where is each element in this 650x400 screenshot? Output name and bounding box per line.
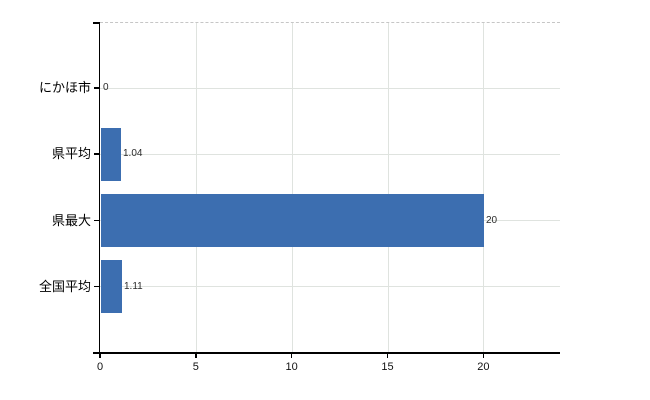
x-axis-tick	[99, 353, 101, 358]
y-axis-tick	[94, 153, 100, 155]
horizontal-gridline	[100, 286, 560, 288]
x-axis-tick	[386, 353, 389, 358]
category-label: 県平均	[51, 146, 91, 162]
x-tick-label: 5	[192, 361, 199, 373]
horizontal-gridline	[100, 87, 560, 89]
plot-top-border	[100, 22, 560, 23]
category-label: にかほ市	[38, 80, 91, 96]
value-label: 1.11	[124, 280, 143, 292]
category-label: 県最大	[51, 212, 91, 228]
vertical-gridline	[195, 22, 197, 353]
y-axis-tick	[94, 87, 100, 89]
value-label: 20	[486, 214, 498, 226]
bar	[101, 194, 484, 248]
x-axis-tick	[195, 353, 197, 358]
y-axis-line	[98, 22, 100, 354]
value-label: 0	[103, 82, 109, 94]
y-axis-tick	[94, 285, 100, 288]
y-axis-tick	[94, 219, 100, 222]
vertical-gridline	[291, 22, 293, 353]
y-axis-top-tick	[93, 22, 99, 24]
value-label: 1.04	[123, 148, 143, 160]
x-axis-line	[93, 352, 560, 354]
horizontal-gridline	[100, 153, 560, 155]
x-axis-tick	[290, 353, 293, 358]
vertical-gridline	[483, 22, 485, 353]
bar	[101, 260, 122, 314]
category-label: 全国平均	[38, 278, 91, 294]
x-tick-label: 20	[477, 361, 490, 373]
vertical-gridline	[387, 22, 389, 353]
bar	[101, 127, 121, 181]
x-axis-tick	[482, 353, 485, 358]
x-tick-label: 15	[381, 361, 394, 373]
x-tick-label: 10	[285, 361, 298, 373]
x-tick-label: 0	[96, 361, 104, 373]
